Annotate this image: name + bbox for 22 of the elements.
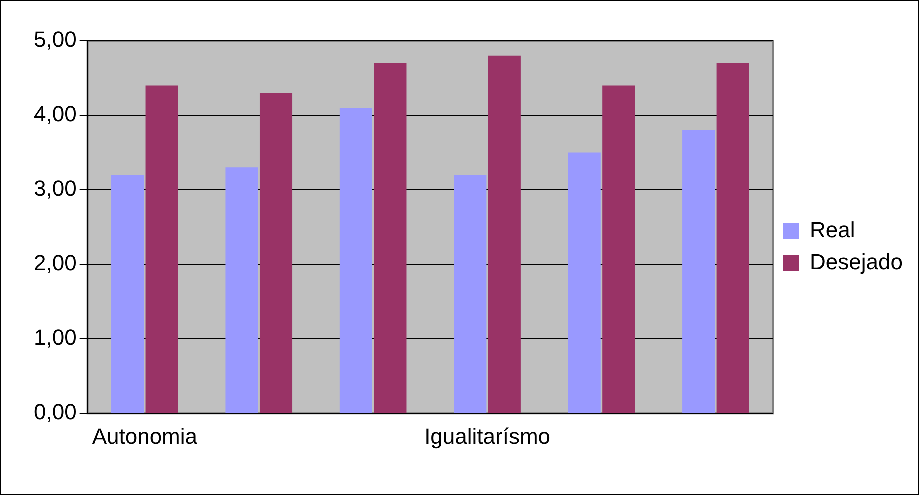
bar	[568, 152, 601, 414]
y-tick-label: 2,00	[34, 250, 77, 276]
bar	[682, 130, 716, 414]
y-tick-label: 3,00	[34, 176, 77, 202]
bar	[374, 63, 407, 414]
x-tick-label: Igualitarísmo	[424, 424, 551, 449]
bar	[340, 108, 372, 414]
bar	[454, 175, 487, 414]
x-tick-label: Autonomia	[92, 424, 198, 449]
y-tick-label: 0,00	[34, 400, 77, 425]
bar	[260, 93, 293, 414]
y-tick-label: 1,00	[34, 325, 77, 350]
legend-label: Real	[810, 218, 856, 243]
bar	[146, 86, 178, 414]
y-tick-label: 5,00	[34, 27, 77, 52]
legend-label: Desejado	[810, 250, 903, 275]
bar	[602, 86, 636, 414]
bar	[226, 168, 258, 414]
bar	[716, 63, 750, 414]
y-tick-label: 4,00	[34, 102, 77, 127]
bar	[488, 56, 521, 414]
bar	[112, 175, 144, 414]
